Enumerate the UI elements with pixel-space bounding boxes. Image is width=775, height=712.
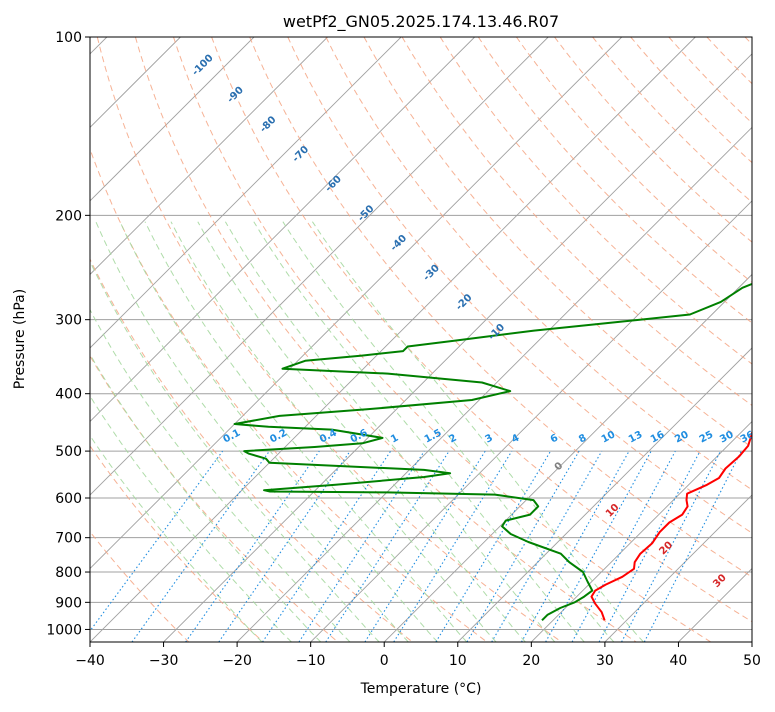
dry-adiabat-line (21, 37, 412, 642)
dry-adiabat-label: 30 (711, 572, 729, 590)
y-tick-label: 600 (55, 491, 82, 507)
mixing-ratio-line (132, 451, 269, 642)
x-tick-label: −20 (222, 653, 252, 669)
x-tick-label: −30 (149, 653, 179, 669)
x-tick-label: 20 (522, 653, 540, 669)
isotherm-line (0, 37, 254, 642)
dry-adiabat-label: 20 (658, 540, 676, 558)
dry-adiabat-label: -10 (487, 322, 508, 343)
isotherm-line (531, 37, 775, 642)
y-tick-label: 700 (55, 531, 82, 547)
dry-adiabat-line (0, 37, 189, 642)
mixing-ratio-label: 30 (718, 429, 735, 445)
mixing-ratio-label: 16 (649, 429, 666, 445)
mixing-ratio-label: 4 (510, 433, 521, 446)
dry-adiabat-label: 10 (604, 502, 622, 520)
isotherm-line (16, 37, 621, 642)
y-tick-label: 1000 (46, 622, 82, 638)
dry-adiabat-label: 40 (765, 602, 775, 620)
dry-adiabat-label: -40 (389, 233, 410, 254)
moist-adiabat-line (0, 222, 262, 642)
mixing-ratio-label: 3 (484, 433, 495, 446)
mixing-ratio-line (546, 451, 652, 642)
mixing-ratio-line (263, 451, 391, 642)
mixing-ratio-line (521, 451, 629, 642)
dry-adiabat-line (631, 37, 775, 642)
y-axis-label: Pressure (hPa) (12, 289, 28, 389)
dry-adiabat-line (59, 37, 487, 642)
dry-adiabat-line (745, 37, 775, 642)
mixing-ratio-line (299, 451, 424, 642)
mixing-ratio-label: 25 (698, 429, 715, 445)
dry-adiabat-label: -30 (421, 263, 442, 284)
isotherm-line (678, 37, 775, 642)
mixing-ratio-label: 1.5 (423, 428, 444, 446)
dry-adiabat-line (0, 37, 338, 642)
dry-adiabat-label: -90 (225, 85, 246, 106)
x-tick-label: 40 (669, 653, 687, 669)
mixing-ratio-label: 13 (627, 429, 644, 445)
dry-adiabat-line (135, 37, 636, 642)
dry-adiabat-label: -20 (454, 292, 475, 313)
y-tick-label: 800 (55, 565, 82, 581)
x-tick-label: −10 (296, 653, 326, 669)
y-tick-label: 900 (55, 595, 82, 611)
x-tick-label: 50 (743, 653, 761, 669)
mixing-ratio-label: 10 (600, 429, 617, 445)
x-tick-label: 30 (596, 653, 614, 669)
y-tick-label: 500 (55, 444, 82, 460)
moist-adiabat-line (145, 222, 467, 642)
mixing-ratio-label: 2 (447, 433, 458, 446)
y-tick-label: 300 (55, 313, 82, 329)
mixing-ratio-label: 0.2 (268, 428, 289, 446)
x-tick-label: 0 (380, 653, 389, 669)
dry-adiabat-line (478, 37, 775, 642)
y-tick-label: 200 (55, 208, 82, 224)
mixing-ratio-line (644, 451, 741, 642)
mixing-ratio-label: 6 (549, 433, 560, 446)
mixing-ratio-label: 20 (673, 429, 690, 445)
mixing-ratio-label: 0.1 (222, 428, 243, 446)
dry-adiabat-label: -60 (323, 174, 344, 195)
isotherm-line (752, 37, 775, 642)
isotherm-line (0, 37, 401, 642)
mixing-ratio-line (82, 451, 223, 642)
dry-adiabat-line (669, 37, 775, 642)
dry-adiabat-line (593, 37, 775, 642)
moist-adiabat-line (7, 222, 291, 642)
y-tick-label: 100 (55, 30, 82, 46)
isotherm-line (605, 37, 775, 642)
isotherm-line (458, 37, 775, 642)
mixing-ratio-line (467, 451, 579, 642)
dry-adiabat-label: -70 (291, 144, 312, 165)
chart-title: wetPf2_GN05.2025.174.13.46.R07 (283, 12, 559, 32)
plot-frame (90, 37, 752, 642)
mixing-ratio-label: 1 (389, 433, 400, 446)
dry-adiabat-label: -100 (190, 53, 216, 79)
isotherm-line (90, 37, 695, 642)
x-axis-label: Temperature (°C) (360, 681, 482, 697)
x-tick-label: −40 (75, 653, 105, 669)
y-tick-label: 400 (55, 387, 82, 403)
dry-adiabat-label: -80 (258, 114, 279, 135)
isotherm-line (237, 37, 775, 642)
dry-adiabat-label: -50 (356, 203, 377, 224)
x-tick-label: 10 (449, 653, 467, 669)
dry-adiabat-line (707, 37, 775, 642)
isotherm-line (311, 37, 775, 642)
